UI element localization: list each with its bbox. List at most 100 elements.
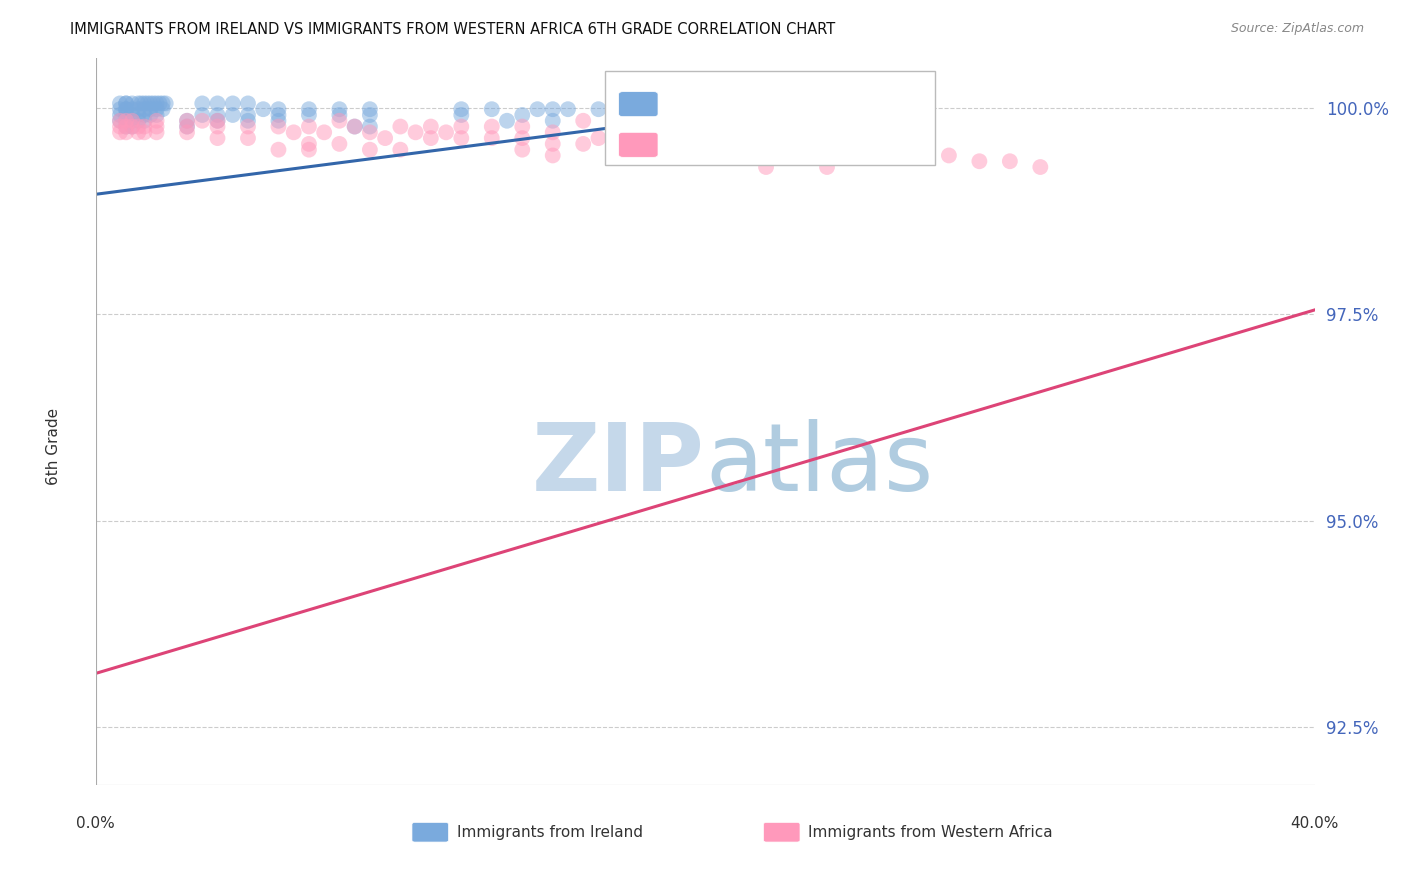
Point — [121, 108, 143, 122]
Point — [450, 120, 472, 134]
Point — [145, 125, 167, 139]
Point — [108, 125, 131, 139]
Point — [359, 125, 381, 139]
Point — [419, 120, 441, 134]
Point — [236, 120, 259, 134]
Point — [938, 148, 960, 162]
Point — [191, 108, 214, 122]
Point — [298, 136, 321, 151]
Text: Source: ZipAtlas.com: Source: ZipAtlas.com — [1230, 22, 1364, 36]
Point — [121, 120, 143, 134]
Point — [267, 143, 290, 157]
Point — [139, 102, 162, 116]
Point — [541, 102, 564, 116]
Point — [526, 102, 548, 116]
Point — [139, 108, 162, 122]
Point — [679, 102, 702, 116]
Point — [298, 120, 321, 134]
Text: R = 0.391: R = 0.391 — [665, 91, 755, 109]
Point — [115, 120, 138, 134]
Point — [108, 113, 131, 128]
Point — [572, 113, 595, 128]
Point — [786, 136, 808, 151]
Text: 0.0%: 0.0% — [76, 816, 115, 831]
Point — [359, 120, 381, 134]
Point — [131, 96, 153, 111]
Point — [648, 102, 671, 116]
Point — [405, 125, 427, 139]
Point — [541, 136, 564, 151]
Text: 40.0%: 40.0% — [1291, 816, 1339, 831]
Point — [108, 120, 131, 134]
Point — [115, 102, 138, 116]
Point — [510, 131, 533, 145]
Point — [236, 113, 259, 128]
Point — [222, 96, 245, 111]
Point — [176, 120, 198, 134]
Point — [121, 113, 143, 128]
Point — [236, 108, 259, 122]
Text: Immigrants from Ireland: Immigrants from Ireland — [457, 825, 643, 839]
Point — [134, 113, 156, 128]
Point — [236, 96, 259, 111]
Point — [127, 108, 149, 122]
Point — [127, 120, 149, 134]
Point — [389, 120, 412, 134]
Point — [121, 102, 143, 116]
Point — [450, 102, 472, 116]
Text: R = 0.268: R = 0.268 — [665, 129, 755, 147]
Point — [419, 131, 441, 145]
Point — [176, 120, 198, 134]
Point — [541, 125, 564, 139]
Point — [145, 113, 167, 128]
Text: atlas: atlas — [706, 419, 934, 511]
Point — [664, 131, 686, 145]
Point — [142, 96, 165, 111]
Point — [557, 102, 579, 116]
Point — [664, 148, 686, 162]
Point — [152, 96, 174, 111]
Point — [127, 102, 149, 116]
Point — [121, 113, 143, 128]
Point — [267, 108, 290, 122]
Point — [207, 113, 229, 128]
Point — [121, 120, 143, 134]
Point — [127, 113, 149, 128]
Point — [267, 102, 290, 116]
Point — [155, 96, 177, 111]
Point — [359, 143, 381, 157]
Point — [134, 102, 156, 116]
Point — [359, 102, 381, 116]
Point — [267, 120, 290, 134]
Point — [664, 102, 686, 116]
Point — [755, 160, 778, 174]
Point — [541, 148, 564, 162]
Point — [572, 136, 595, 151]
Point — [1029, 160, 1052, 174]
Point — [115, 96, 138, 111]
Point — [222, 108, 245, 122]
Text: ZIP: ZIP — [533, 419, 706, 511]
Text: 6th Grade: 6th Grade — [46, 408, 60, 484]
Point — [998, 154, 1021, 169]
Point — [191, 113, 214, 128]
Point — [481, 131, 503, 145]
Point — [328, 136, 350, 151]
Text: IMMIGRANTS FROM IRELAND VS IMMIGRANTS FROM WESTERN AFRICA 6TH GRADE CORRELATION : IMMIGRANTS FROM IRELAND VS IMMIGRANTS FR… — [70, 22, 835, 37]
Point — [145, 96, 167, 111]
Point — [664, 96, 686, 111]
Point — [374, 131, 396, 145]
Point — [481, 102, 503, 116]
Point — [481, 120, 503, 134]
Point — [145, 120, 167, 134]
Point — [298, 102, 321, 116]
Point — [127, 125, 149, 139]
Point — [207, 108, 229, 122]
Point — [588, 131, 610, 145]
Point — [283, 125, 305, 139]
Point — [267, 113, 290, 128]
Point — [328, 113, 350, 128]
Point — [115, 120, 138, 134]
Point — [510, 120, 533, 134]
Point — [815, 160, 838, 174]
